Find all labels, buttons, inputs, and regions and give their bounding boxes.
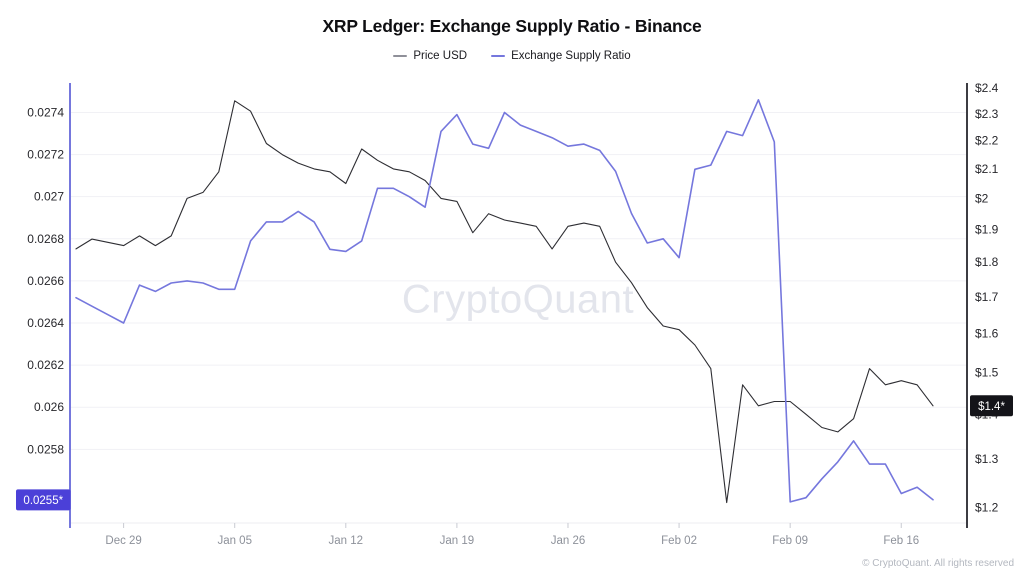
legend-label-price-usd: Price USD [413,50,468,62]
x-tick-label: Feb 02 [661,535,697,547]
y-tick-label-right: $2.1 [975,162,999,176]
x-tick-label: Feb 09 [772,535,808,547]
y-tick-label-right: $1.7 [975,290,999,304]
price-usd-line [75,100,934,504]
y-tick-label-left: 0.0264 [27,316,64,330]
y-tick-label-right: $2 [975,191,989,205]
exchange-supply-ratio-line-marker-icon [491,55,506,57]
y-tick-label-left: 0.027 [34,190,64,204]
legend-label-exchange-supply-ratio: Exchange Supply Ratio [511,50,631,62]
y-tick-label-right: $1.9 [975,222,999,236]
y-tick-label-right: $2.4 [975,81,999,95]
y-tick-label-right: $1.3 [975,452,999,466]
legend-item-price-usd[interactable]: Price USD [393,50,467,62]
y-tick-label-left: 0.0268 [27,232,64,246]
y-tick-label-right: $2.3 [975,107,999,121]
x-tick-label: Dec 29 [105,535,141,547]
legend-item-exchange-supply-ratio[interactable]: Exchange Supply Ratio [491,50,631,62]
y-tick-label-left: 0.0262 [27,358,64,372]
y-tick-label-left: 0.0272 [27,148,64,162]
exchange-supply-ratio-line [75,99,934,503]
x-tick-label: Jan 26 [551,535,586,547]
y-tick-label-right: $1.6 [975,327,999,341]
x-tick-label: Jan 19 [440,535,475,547]
y-tick-label-left: 0.026 [34,400,64,414]
left-current-value-badge [16,489,71,511]
y-tick-label-right: $1.5 [975,366,999,380]
price-usd-line-marker-icon [393,55,408,57]
y-tick-label-right: $1.2 [975,501,999,515]
left-current-value-badge-text: 0.0255* [23,495,63,507]
x-tick-label: Feb 16 [883,535,919,547]
y-tick-label-left: 0.0274 [27,105,64,119]
right-current-value-badge-text: $1.4* [978,401,1005,413]
cryptoquant-watermark: CryptoQuant [401,277,635,322]
y-tick-label-left: 0.0258 [27,442,64,456]
x-tick-label: Jan 05 [217,535,252,547]
chart-title: XRP Ledger: Exchange Supply Ratio - Bina… [322,16,702,36]
chart-legend: Price USD Exchange Supply Ratio [0,50,1024,62]
right-current-value-badge [970,395,1013,417]
y-tick-label-right: $2.2 [975,134,999,148]
y-tick-label-right: $1.8 [975,255,999,269]
y-tick-label-left: 0.0266 [27,274,64,288]
x-tick-label: Jan 12 [329,535,364,547]
copyright-notice: © CryptoQuant. All rights reserved [862,558,1014,569]
